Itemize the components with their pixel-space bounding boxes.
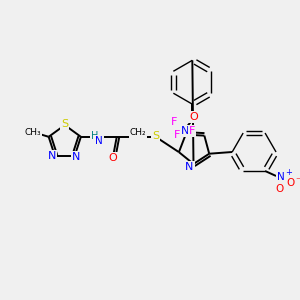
Text: S: S bbox=[152, 131, 159, 141]
Text: N: N bbox=[95, 136, 103, 146]
Text: ⁻: ⁻ bbox=[296, 176, 300, 186]
Text: F: F bbox=[189, 126, 196, 136]
Text: S: S bbox=[61, 119, 68, 129]
Text: N: N bbox=[185, 162, 194, 172]
Text: O: O bbox=[275, 184, 283, 194]
Text: O: O bbox=[108, 153, 117, 163]
Text: O: O bbox=[189, 112, 198, 122]
Text: N: N bbox=[181, 126, 189, 136]
Text: N: N bbox=[71, 152, 80, 162]
Text: N: N bbox=[277, 172, 285, 182]
Text: +: + bbox=[286, 169, 292, 178]
Text: O: O bbox=[287, 178, 295, 188]
Text: F: F bbox=[171, 117, 178, 127]
Text: F: F bbox=[174, 130, 181, 140]
Text: CH₃: CH₃ bbox=[24, 128, 41, 137]
Text: H: H bbox=[91, 131, 98, 141]
Text: N: N bbox=[48, 151, 56, 161]
Text: CH₂: CH₂ bbox=[129, 128, 146, 137]
